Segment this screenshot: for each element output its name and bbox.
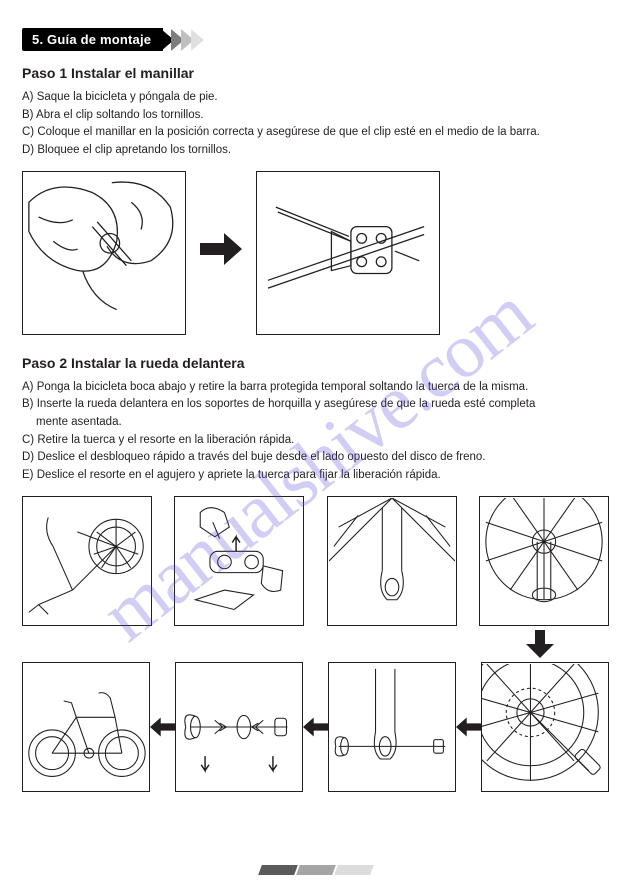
step1-images [22, 171, 609, 335]
arrow-left-icon-1 [150, 716, 175, 738]
down-arrow-row [22, 630, 609, 658]
finished-bike-illustration [23, 664, 149, 790]
step2-row2 [22, 662, 609, 792]
step1-item-d: D) Bloquee el clip apretando los tornill… [22, 142, 609, 159]
footer-bar-1 [258, 865, 298, 875]
handlebar-hands-illustration [24, 173, 184, 333]
arrow-right-icon [198, 230, 244, 275]
step1-img-1 [22, 171, 186, 335]
footer-bar-3 [334, 865, 374, 875]
step2-item-b2: mente asentada. [22, 414, 609, 431]
step2-item-b: B) Inserte la rueda delantera en los sop… [22, 396, 609, 413]
step2-img-7 [175, 662, 303, 792]
step2-img-6 [328, 662, 456, 792]
section-header: 5. Guía de montaje [22, 28, 609, 51]
step2-item-d: D) Deslice el desbloqueo rápido a través… [22, 449, 609, 466]
step2-list: A) Ponga la bicicleta boca abajo y retir… [22, 379, 609, 484]
step1-item-c: C) Coloque el manillar en la posición co… [22, 124, 609, 141]
footer-bars [258, 865, 374, 875]
skewer-assembly-illustration [176, 664, 302, 790]
step2-item-e: E) Deslice el resorte en el agujero y ap… [22, 467, 609, 484]
fork-dropout-illustration [329, 498, 455, 624]
quick-release-parts-illustration [176, 498, 302, 624]
step2-img-4 [479, 496, 609, 626]
step2-title: Paso 2 Instalar la rueda delantera [22, 355, 609, 371]
step1-title: Paso 1 Instalar el manillar [22, 65, 609, 81]
step1-item-b: B) Abra el clip soltando los tornillos. [22, 107, 609, 124]
fork-skewer-illustration [329, 664, 455, 790]
step2-img-2 [174, 496, 304, 626]
chevron-4 [191, 29, 204, 51]
step2-item-c: C) Retire la tuerca y el resorte en la l… [22, 432, 609, 449]
footer-bar-2 [296, 865, 336, 875]
stem-clamp-illustration [258, 173, 438, 333]
wheel-closeup-illustration [482, 664, 608, 790]
arrow-down-icon [526, 630, 554, 658]
step2-img-8 [22, 662, 150, 792]
arrow-left-icon-3 [456, 716, 481, 738]
chevrons [161, 29, 201, 51]
step1-list: A) Saque la bicicleta y póngala de pie. … [22, 89, 609, 159]
step2-item-a: A) Ponga la bicicleta boca abajo y retir… [22, 379, 609, 396]
step2-img-1 [22, 496, 152, 626]
step2-row1 [22, 496, 609, 626]
wheel-hub-front-illustration [481, 498, 607, 624]
bike-upside-illustration [24, 498, 150, 624]
step2-img-5 [481, 662, 609, 792]
step1-img-2 [256, 171, 440, 335]
arrow-left-icon-2 [303, 716, 328, 738]
step1-item-a: A) Saque la bicicleta y póngala de pie. [22, 89, 609, 106]
step2-img-3 [327, 496, 457, 626]
section-pill: 5. Guía de montaje [22, 28, 163, 51]
section-title: . Guía de montaje [39, 32, 151, 47]
